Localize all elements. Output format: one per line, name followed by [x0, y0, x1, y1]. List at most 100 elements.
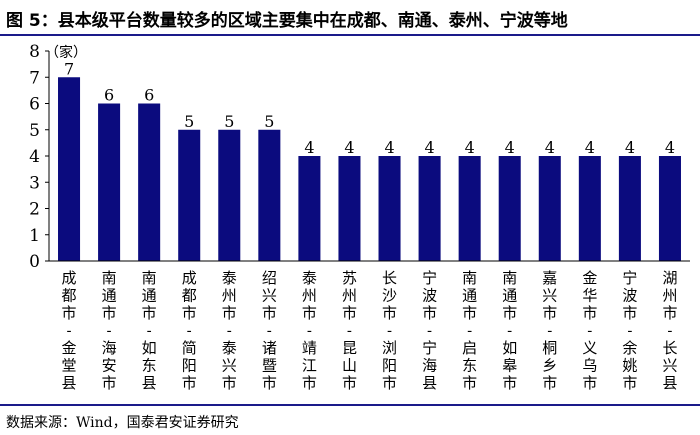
category-label-char: 宁: [422, 269, 437, 287]
bar: [338, 156, 361, 261]
category-label-char: 苏: [342, 269, 357, 287]
category-label-char: 乡: [542, 357, 557, 375]
category-label-char: 市: [542, 304, 557, 322]
source-note: 数据来源：Wind，国泰君安证券研究: [6, 415, 239, 431]
y-tick-label: 5: [29, 121, 40, 141]
category-label-char: -: [427, 322, 432, 340]
category-label-char: -: [467, 322, 472, 340]
category-label-char: 市: [102, 304, 117, 322]
data-label: 4: [344, 138, 354, 157]
category-label: 长沙市-浏阳市: [382, 269, 397, 392]
category-label-char: 都: [182, 287, 197, 305]
data-label: 7: [64, 59, 74, 78]
data-label: 4: [465, 138, 475, 157]
category-label: 金华市-义乌市: [582, 269, 597, 392]
category-label: 嘉兴市-桐乡市: [542, 269, 557, 392]
category-label: 南通市-如皋市: [502, 269, 517, 392]
y-tick-label: 2: [29, 200, 40, 220]
category-label-char: 泰: [302, 269, 317, 287]
category-label-char: 市: [62, 304, 77, 322]
category-label: 苏州市-昆山市: [342, 269, 357, 392]
category-label-char: 市: [182, 374, 197, 392]
category-label-char: 市: [342, 374, 357, 392]
category-label-char: 义: [582, 339, 597, 357]
category-label-char: -: [547, 322, 552, 340]
category-label-char: 金: [62, 339, 77, 357]
category-label-char: 南: [502, 269, 517, 287]
title-bar: 图 5：县本级平台数量较多的区域主要集中在成都、南通、泰州、宁波等地: [0, 0, 700, 36]
category-label: 南通市-如东县: [142, 269, 157, 392]
category-label-char: 海: [102, 339, 117, 357]
category-label-char: 市: [462, 304, 477, 322]
category-label-char: 市: [222, 304, 237, 322]
category-label-char: 通: [502, 287, 517, 305]
category-label-char: 余: [622, 339, 637, 357]
category-label-char: 市: [422, 304, 437, 322]
category-label-char: 东: [462, 357, 477, 375]
bar: [178, 129, 201, 261]
category-label-char: -: [107, 322, 112, 340]
category-label-char: 通: [102, 287, 117, 305]
category-label-char: 姚: [622, 357, 637, 375]
category-label-char: -: [507, 322, 512, 340]
bar: [138, 103, 161, 261]
category-label-char: 市: [622, 304, 637, 322]
category-label-char: 市: [542, 374, 557, 392]
category-label-char: 南: [142, 269, 157, 287]
category-label-char: -: [587, 322, 592, 340]
category-label-char: 县: [422, 374, 437, 392]
data-label: 5: [264, 112, 274, 131]
bar: [298, 156, 321, 261]
category-label-char: 嘉: [542, 269, 557, 287]
category-label-char: 市: [582, 374, 597, 392]
data-label: 5: [224, 112, 234, 131]
category-label-char: 通: [142, 287, 157, 305]
category-label-char: 宁: [622, 269, 637, 287]
category-label-char: 市: [382, 374, 397, 392]
bar: [538, 156, 561, 261]
category-label-char: 市: [582, 304, 597, 322]
data-label: 4: [505, 138, 515, 157]
category-label-char: 市: [662, 304, 677, 322]
category-label: 宁波市-余姚市: [622, 269, 637, 392]
category-label-char: -: [627, 322, 632, 340]
category-label-char: -: [227, 322, 232, 340]
category-label-char: -: [387, 322, 392, 340]
category-label-char: 县: [662, 374, 677, 392]
category-label-char: 泰: [222, 339, 237, 357]
category-label-char: -: [147, 322, 152, 340]
y-tick-label: 4: [29, 147, 40, 167]
chart-title: 图 5：县本级平台数量较多的区域主要集中在成都、南通、泰州、宁波等地: [6, 11, 568, 31]
category-label-char: 市: [302, 304, 317, 322]
category-label-char: 州: [222, 287, 237, 305]
category-label-char: 靖: [302, 339, 317, 357]
category-label-char: 南: [102, 269, 117, 287]
data-label: 5: [184, 112, 194, 131]
category-label-char: 阳: [382, 357, 397, 375]
category-label-char: 市: [302, 374, 317, 392]
category-label: 南通市-海安市: [102, 269, 117, 392]
bar: [98, 103, 121, 261]
category-label-char: 州: [662, 287, 677, 305]
bar: [578, 156, 601, 261]
category-label-char: -: [66, 322, 71, 340]
category-label-char: -: [307, 322, 312, 340]
y-tick-label: 7: [29, 68, 40, 88]
category-label: 南通市-启东市: [462, 269, 477, 392]
category-label-char: -: [267, 322, 272, 340]
category-label-char: 市: [262, 304, 277, 322]
bar: [258, 129, 281, 261]
category-label-char: -: [667, 322, 672, 340]
y-unit-label: （家）: [45, 44, 87, 61]
category-label-char: 安: [102, 357, 117, 375]
category-label-char: 金: [582, 269, 597, 287]
bar: [218, 129, 241, 261]
category-label: 成都市-简阳市: [182, 269, 197, 392]
category-label-char: 启: [462, 339, 477, 357]
data-label: 4: [425, 138, 435, 157]
y-tick-label: 0: [29, 252, 40, 272]
category-label-char: -: [347, 322, 352, 340]
category-label-char: 市: [262, 374, 277, 392]
bar: [378, 156, 401, 261]
category-label-char: 州: [302, 287, 317, 305]
